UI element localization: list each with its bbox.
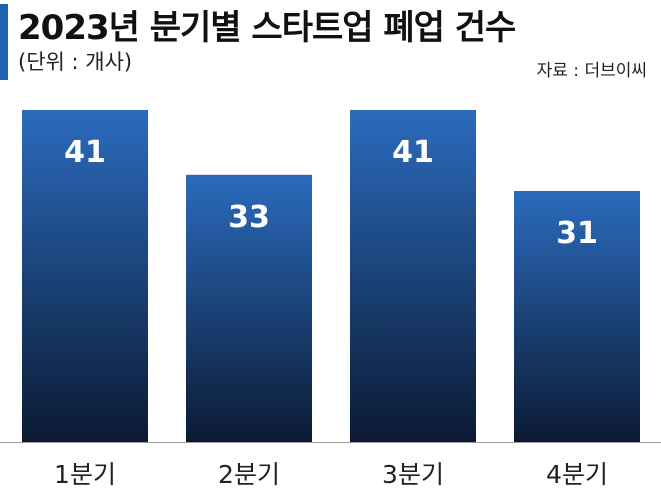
bar-4 <box>514 190 640 442</box>
bar-3 <box>350 110 476 442</box>
category-label: 3분기 <box>382 460 444 489</box>
bar-value-label: 41 <box>392 135 434 170</box>
unit-label: (단위 : 개사) <box>18 50 133 74</box>
bar-1 <box>22 110 148 442</box>
bar-value-label: 31 <box>556 216 598 251</box>
bar-value-label: 41 <box>64 135 106 170</box>
category-label: 2분기 <box>218 460 280 489</box>
bar-value-label: 33 <box>228 200 270 235</box>
title-accent-bar <box>0 4 8 80</box>
category-label: 4분기 <box>546 460 608 489</box>
chart-title: 2023년 분기별 스타트업 폐업 건수 <box>18 8 516 48</box>
source-label: 자료 : 더브이씨 <box>536 61 647 81</box>
category-label: 1분기 <box>54 460 116 489</box>
bar-2 <box>186 174 312 442</box>
